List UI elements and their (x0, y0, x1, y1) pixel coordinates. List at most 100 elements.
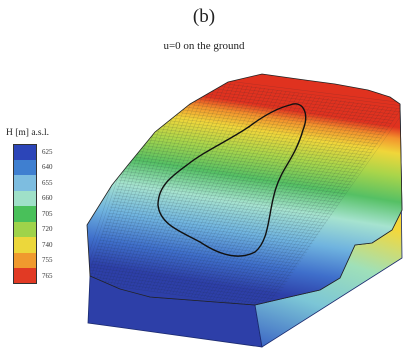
mesh-line (129, 80, 219, 288)
mesh-line (255, 107, 393, 305)
legend-entry: 655 (13, 175, 69, 191)
mesh-line (169, 89, 274, 294)
legend-label: 720 (42, 225, 53, 234)
mesh-line (156, 86, 257, 292)
mesh-line (246, 105, 380, 305)
mesh-line (111, 200, 323, 230)
mesh-line (209, 97, 329, 300)
mesh-line (240, 104, 372, 305)
mesh-line (141, 83, 236, 290)
mesh-line (249, 106, 384, 305)
mesh-line (160, 87, 261, 293)
mesh-line (187, 93, 299, 297)
legend-entry: 625 (13, 144, 69, 160)
mesh-line (134, 131, 367, 162)
mesh-line (113, 77, 197, 286)
mesh-line (99, 236, 299, 265)
legend-entry: 765 (13, 268, 69, 284)
mesh-line (87, 272, 276, 300)
mesh-line (116, 77, 202, 286)
mesh-line (95, 248, 292, 276)
mesh-line (264, 109, 402, 305)
landslide-outline (157, 103, 307, 257)
legend-swatch (13, 159, 37, 175)
mesh-line (116, 185, 332, 215)
mesh-line (90, 263, 282, 291)
mesh-line (143, 104, 384, 136)
mesh-line (144, 83, 240, 290)
mesh-line (181, 91, 291, 296)
legend-label: 705 (42, 209, 53, 218)
mesh-line (221, 100, 346, 302)
mesh-line (110, 203, 321, 233)
mesh-line (132, 137, 363, 168)
mesh-line (261, 109, 401, 305)
legend-swatch (13, 268, 37, 284)
mesh-line (138, 119, 375, 151)
legend-label: 755 (42, 256, 53, 265)
mesh-line (121, 170, 342, 200)
mesh-line (119, 176, 338, 206)
mesh-line (120, 173, 340, 203)
mesh-line (101, 230, 303, 259)
mesh-line (218, 99, 342, 302)
mesh-line (126, 79, 214, 288)
legend-swatch (13, 206, 37, 222)
mesh-line (200, 95, 316, 299)
legend-entry: 755 (13, 252, 69, 268)
mesh-line (131, 140, 361, 171)
legend-label: 740 (42, 240, 53, 249)
mesh-line (224, 101, 350, 303)
legend-entry: 640 (13, 159, 69, 175)
mesh-line (215, 99, 338, 301)
mesh-line (150, 85, 248, 291)
mesh-line (103, 224, 307, 253)
mesh-line (92, 257, 286, 285)
mesh-line (166, 88, 270, 294)
legend-entry: 660 (13, 190, 69, 206)
mesh-line (227, 101, 355, 303)
mesh-line (137, 122, 373, 153)
mesh-line (91, 260, 284, 288)
mesh-line (237, 103, 367, 304)
legend-label: 660 (42, 194, 53, 203)
mesh-line (87, 281, 271, 305)
mesh-line (128, 149, 355, 180)
mesh-line (127, 152, 353, 183)
legend-title: H [m] a.s.l. (6, 128, 50, 138)
mesh-line (243, 105, 376, 305)
mesh-line (138, 82, 231, 289)
mesh-line (89, 266, 280, 294)
mesh-line (97, 242, 296, 271)
mesh-line (142, 107, 382, 139)
legend-swatch (13, 221, 37, 237)
mesh-line (206, 97, 325, 300)
legend-label: 640 (42, 163, 53, 172)
mesh-line (96, 245, 294, 274)
legend-entry: 705 (13, 206, 69, 222)
mesh-line (163, 87, 265, 293)
mesh-line (119, 78, 206, 287)
mesh-line (102, 227, 305, 256)
mesh-line (190, 93, 304, 297)
color-legend: 625 640 655 660 705 720 740 755 765 (13, 144, 69, 284)
mesh-line (175, 90, 282, 295)
mesh-line (132, 81, 223, 289)
legend-entry: 720 (13, 221, 69, 237)
mesh-line (178, 91, 287, 296)
mesh-line (105, 218, 311, 247)
mesh-line (126, 155, 352, 186)
mesh-line (109, 206, 319, 235)
legend-swatch (13, 252, 37, 268)
mesh-line (104, 221, 309, 250)
mesh-line (197, 95, 312, 298)
mesh-line (87, 278, 272, 305)
mesh-line (129, 146, 357, 177)
panel-label: (b) (192, 6, 216, 27)
mesh-line (184, 92, 295, 296)
mesh-line (230, 102, 359, 303)
mesh-line (98, 239, 298, 268)
mesh-line (107, 212, 315, 241)
mesh-line (117, 182, 334, 212)
figure-subtitle: u=0 on the ground (163, 40, 245, 52)
